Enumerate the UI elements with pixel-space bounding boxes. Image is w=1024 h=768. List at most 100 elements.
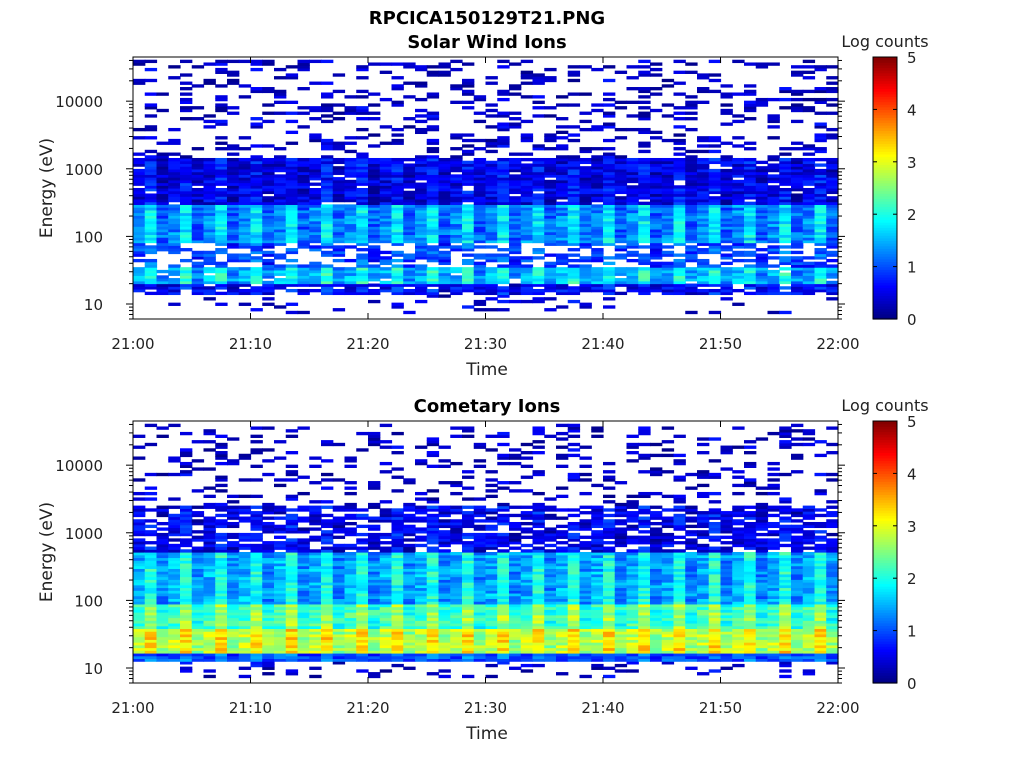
heatmap-cell xyxy=(767,280,780,285)
heatmap-cell xyxy=(203,584,216,589)
heatmap-cell xyxy=(144,106,158,110)
heatmap-cell xyxy=(238,174,252,178)
heatmap-cell xyxy=(579,223,592,227)
heatmap-cell xyxy=(285,188,299,192)
heatmap-cell xyxy=(403,628,416,632)
heatmap-cell xyxy=(144,179,158,184)
heatmap-cell xyxy=(133,530,146,534)
heatmap-cell xyxy=(191,212,205,216)
heatmap-cell xyxy=(285,190,299,195)
heatmap-cell xyxy=(227,565,240,569)
heatmap-cell xyxy=(227,245,240,249)
heatmap-cell xyxy=(438,669,451,673)
heatmap-cell xyxy=(321,530,334,534)
heatmap-cell xyxy=(767,179,780,184)
heatmap-cell xyxy=(203,256,216,260)
heatmap-cell xyxy=(462,283,475,287)
heatmap-cell xyxy=(215,543,228,548)
heatmap-cell xyxy=(368,622,381,627)
heatmap-cell xyxy=(720,275,733,279)
heatmap-cell xyxy=(685,201,698,205)
heatmap-cell xyxy=(133,78,146,83)
heatmap-cell xyxy=(685,182,698,186)
heatmap-cell xyxy=(297,288,310,293)
heatmap-cell xyxy=(368,269,381,274)
heatmap-cell xyxy=(403,530,416,534)
heatmap-cell xyxy=(403,185,416,189)
heatmap-cell xyxy=(673,171,686,175)
heatmap-cell xyxy=(262,264,275,268)
heatmap-cell xyxy=(215,620,228,624)
heatmap-cell xyxy=(802,157,816,162)
heatmap-cell xyxy=(626,278,639,282)
heatmap-cell xyxy=(191,636,205,640)
heatmap-cell xyxy=(450,237,463,241)
heatmap-cell xyxy=(415,650,428,654)
colorbar-segment xyxy=(873,182,897,186)
heatmap-cell xyxy=(180,576,193,580)
heatmap-cell xyxy=(332,521,346,526)
heatmap-cell xyxy=(144,644,158,649)
heatmap-cell xyxy=(168,193,181,197)
heatmap-cell xyxy=(720,207,733,211)
heatmap-cell xyxy=(661,163,675,167)
heatmap-cell xyxy=(520,212,534,216)
heatmap-cell xyxy=(344,226,357,230)
heatmap-cell xyxy=(144,565,158,569)
heatmap-cell xyxy=(567,248,581,252)
heatmap-cell xyxy=(755,261,769,266)
heatmap-cell xyxy=(426,516,440,520)
heatmap-cell xyxy=(250,155,263,159)
heatmap-cell xyxy=(673,275,686,279)
heatmap-cell xyxy=(203,448,216,452)
heatmap-cell xyxy=(227,218,240,222)
heatmap-cell xyxy=(144,125,158,129)
heatmap-cell xyxy=(285,554,299,559)
heatmap-cell xyxy=(297,612,310,616)
heatmap-cell xyxy=(708,179,722,184)
heatmap-cell xyxy=(215,573,228,578)
heatmap-cell xyxy=(309,576,322,580)
heatmap-cell xyxy=(391,516,404,520)
heatmap-cell xyxy=(156,609,169,613)
heatmap-cell xyxy=(332,275,346,279)
heatmap-cell xyxy=(614,283,628,287)
heatmap-cell xyxy=(285,248,299,252)
heatmap-cell xyxy=(391,228,404,233)
heatmap-cell xyxy=(650,108,663,113)
heatmap-cell xyxy=(391,207,404,211)
heatmap-cell xyxy=(685,253,698,257)
heatmap-cell xyxy=(332,609,346,613)
heatmap-cell xyxy=(755,201,769,205)
heatmap-cell xyxy=(614,70,628,74)
heatmap-cell xyxy=(791,283,804,287)
heatmap-cell xyxy=(567,242,581,246)
heatmap-cell xyxy=(168,65,181,69)
heatmap-cell xyxy=(544,133,557,137)
heatmap-cell xyxy=(168,204,181,208)
heatmap-cell xyxy=(250,239,263,244)
heatmap-cell xyxy=(579,286,592,290)
heatmap-cell xyxy=(356,207,369,211)
heatmap-cell xyxy=(685,117,698,121)
heatmap-cell xyxy=(403,639,416,643)
heatmap-cell xyxy=(638,100,651,104)
heatmap-cell xyxy=(638,261,651,266)
heatmap-cell xyxy=(438,223,451,227)
heatmap-cell xyxy=(368,174,381,178)
heatmap-cell xyxy=(344,592,357,597)
heatmap-cell xyxy=(133,595,146,599)
heatmap-cell xyxy=(262,590,275,594)
heatmap-cell xyxy=(203,168,216,173)
heatmap-cell xyxy=(638,87,651,91)
heatmap-cell xyxy=(332,620,346,624)
heatmap-cell xyxy=(779,204,792,208)
heatmap-cell xyxy=(238,188,252,192)
heatmap-cell xyxy=(309,166,322,170)
heatmap-cell xyxy=(203,237,216,241)
heatmap-cell xyxy=(379,516,393,520)
heatmap-cell xyxy=(802,226,816,230)
heatmap-cell xyxy=(203,546,216,550)
heatmap-cell xyxy=(779,188,792,192)
colorbar-label: Log counts xyxy=(841,32,928,51)
